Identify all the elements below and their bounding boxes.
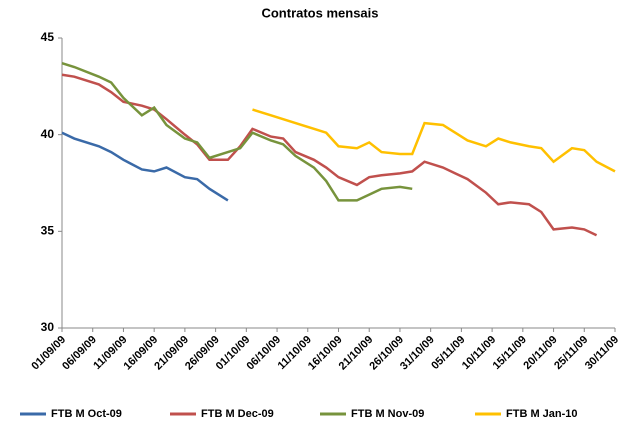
series-line	[61, 131, 229, 202]
series-line	[61, 73, 598, 237]
y-tick-label: 45	[41, 30, 55, 44]
series-line	[61, 61, 413, 202]
legend-label: FTB M Jan-10	[506, 408, 578, 420]
y-tick-label: 30	[41, 320, 55, 334]
y-tick-label: 40	[41, 127, 55, 141]
legend-label: FTB M Oct-09	[51, 408, 122, 420]
y-tick-label: 35	[41, 224, 55, 238]
legend-label: FTB M Dec-09	[201, 408, 274, 420]
x-tick-label: 30/11/09	[583, 334, 621, 372]
series-line	[252, 108, 616, 173]
legend-label: FTB M Nov-09	[351, 408, 424, 420]
chart-title: Contratos mensais	[261, 5, 378, 20]
